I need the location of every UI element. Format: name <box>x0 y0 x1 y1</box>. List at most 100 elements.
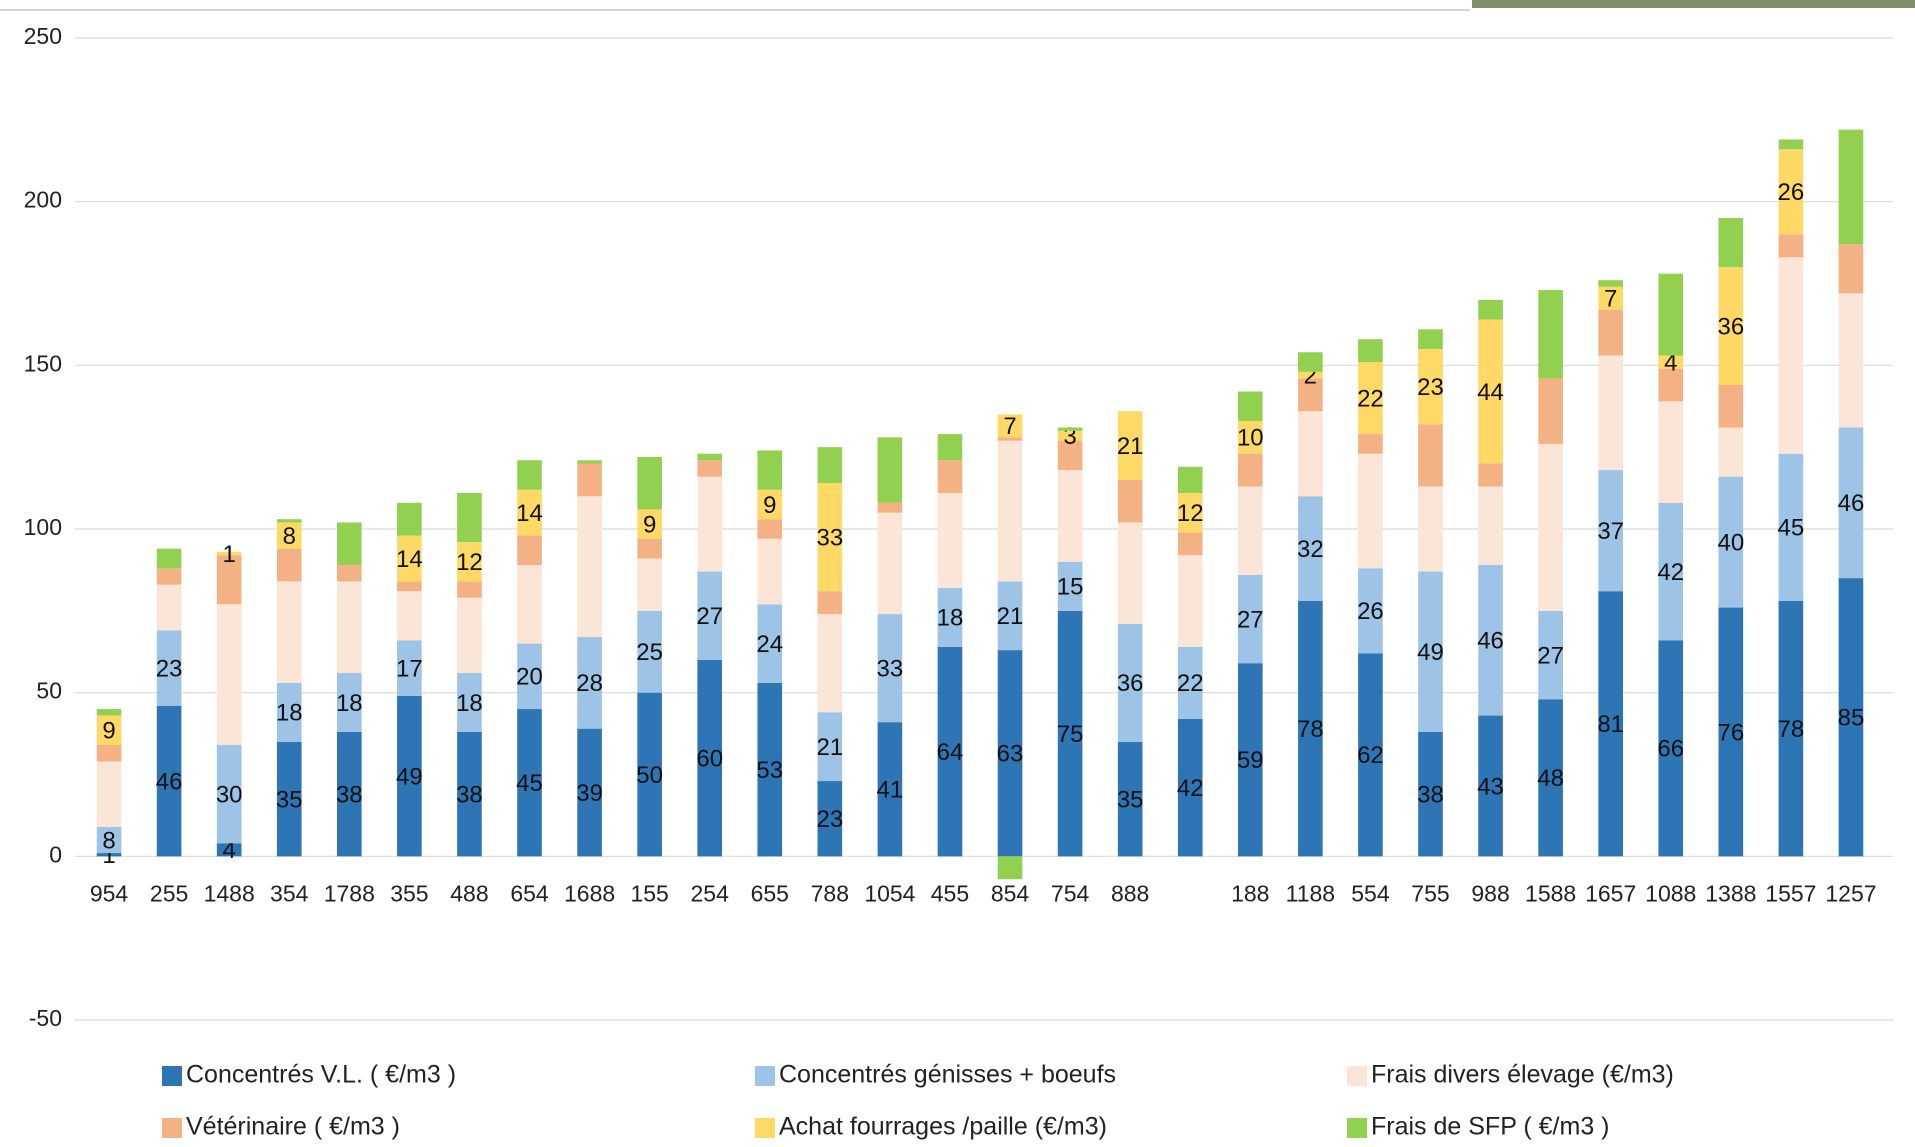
data-label: 8 <box>102 827 115 854</box>
bar-segment <box>1658 273 1684 356</box>
bar-segment <box>697 453 723 461</box>
data-label: 14 <box>516 500 543 527</box>
bar-segment <box>1478 565 1503 716</box>
x-tick-label: 755 <box>1411 880 1449 906</box>
bar-segment <box>637 456 662 510</box>
data-label: 28 <box>576 670 603 697</box>
bar-segment <box>1237 486 1263 575</box>
photo-edge <box>1472 0 1915 8</box>
bar-segment <box>577 460 602 464</box>
data-label: 1 <box>222 541 235 568</box>
bar-segment <box>1358 434 1383 454</box>
y-tick-label: 100 <box>24 514 62 540</box>
data-label: 62 <box>1357 742 1384 769</box>
bar-segment <box>937 587 963 647</box>
bar-segment <box>397 502 422 536</box>
x-tick-label: 888 <box>1111 880 1149 906</box>
bar-segment <box>1418 329 1443 349</box>
bar-segment <box>1838 578 1864 857</box>
bar-segment <box>577 728 602 857</box>
x-tick-label: 488 <box>450 880 488 906</box>
bar-segment <box>457 492 482 543</box>
bar-segment <box>276 548 302 582</box>
y-tick-label: -50 <box>29 1005 62 1031</box>
legend-swatch <box>162 1066 182 1086</box>
bar-segment <box>1298 411 1323 497</box>
bar-segment <box>1718 476 1744 608</box>
bar-segment <box>1057 610 1083 857</box>
bar-segment <box>457 597 482 674</box>
bar-segment <box>757 450 783 490</box>
data-label: 78 <box>1778 716 1805 743</box>
bar-segment <box>877 722 903 857</box>
bar-segment <box>1358 568 1383 654</box>
bar-segment <box>517 565 542 644</box>
bar-segment <box>336 581 362 674</box>
data-label: 20 <box>516 664 543 691</box>
x-tick-label: 1257 <box>1825 880 1876 906</box>
bar-segment <box>276 522 302 549</box>
data-label: 18 <box>336 690 363 717</box>
bar-segment <box>997 437 1023 441</box>
data-label: 46 <box>156 768 183 795</box>
legend-label: Vétérinaire ( €/m3 ) <box>186 1113 400 1141</box>
x-tick-label: 954 <box>90 880 129 906</box>
bar-segment <box>216 604 242 746</box>
bar-segment <box>1298 352 1323 372</box>
data-label: 9 <box>102 718 115 745</box>
bar-segment <box>1418 731 1443 857</box>
bar-segment <box>817 447 843 484</box>
bar-segment <box>1057 561 1083 611</box>
bar-segment <box>757 604 783 683</box>
bar-segment <box>1538 610 1563 700</box>
x-tick-label: 1088 <box>1645 880 1696 906</box>
x-tick-label: 988 <box>1471 880 1509 906</box>
bar-segment <box>637 692 662 857</box>
legend-swatch <box>1347 1118 1367 1138</box>
bar-segment <box>577 496 602 638</box>
x-tick-label: 1388 <box>1705 880 1756 906</box>
x-tick-label: 254 <box>691 880 730 906</box>
bar-segment <box>877 614 903 723</box>
bar-segment <box>397 695 422 857</box>
bar-segment <box>1237 663 1263 857</box>
bar-segment <box>1478 715 1503 857</box>
bar-segment <box>156 548 182 569</box>
bar-segment <box>1778 453 1804 602</box>
bar-segment <box>1658 368 1684 402</box>
data-label: 23 <box>816 806 843 833</box>
data-label: 36 <box>1117 670 1144 697</box>
bar-segment <box>1838 427 1864 579</box>
bar-segment <box>757 489 783 520</box>
bar-segment <box>1718 384 1744 428</box>
x-tick-label: 654 <box>510 880 549 906</box>
x-tick-label: 788 <box>811 880 849 906</box>
bar-segment <box>697 571 723 660</box>
bar-segment <box>997 440 1023 582</box>
bar-segment <box>336 673 362 732</box>
data-label: 41 <box>877 777 904 804</box>
data-label: 63 <box>997 741 1024 768</box>
bar-segment <box>1237 391 1263 421</box>
data-label: 39 <box>576 780 603 807</box>
data-label: 23 <box>1417 374 1444 401</box>
data-label: 43 <box>1477 773 1504 800</box>
bar-segment <box>757 519 783 539</box>
bar-segment <box>1658 640 1684 857</box>
bar-segment <box>156 584 182 631</box>
data-label: 60 <box>696 745 723 772</box>
bar-segment <box>96 761 122 827</box>
bar-segment <box>517 709 542 857</box>
bar-segment <box>877 512 903 615</box>
data-label: 35 <box>276 786 303 813</box>
bar-segment <box>817 781 843 857</box>
y-tick-label: 0 <box>49 841 62 867</box>
bar-segment <box>997 581 1023 651</box>
bar-segment <box>1298 371 1323 379</box>
data-label: 33 <box>816 525 843 552</box>
bar-segment <box>1478 299 1503 320</box>
bar-segment <box>1057 440 1083 471</box>
bar-segment <box>1718 427 1744 477</box>
bar-segment <box>156 705 182 857</box>
bar-segment <box>96 853 122 857</box>
